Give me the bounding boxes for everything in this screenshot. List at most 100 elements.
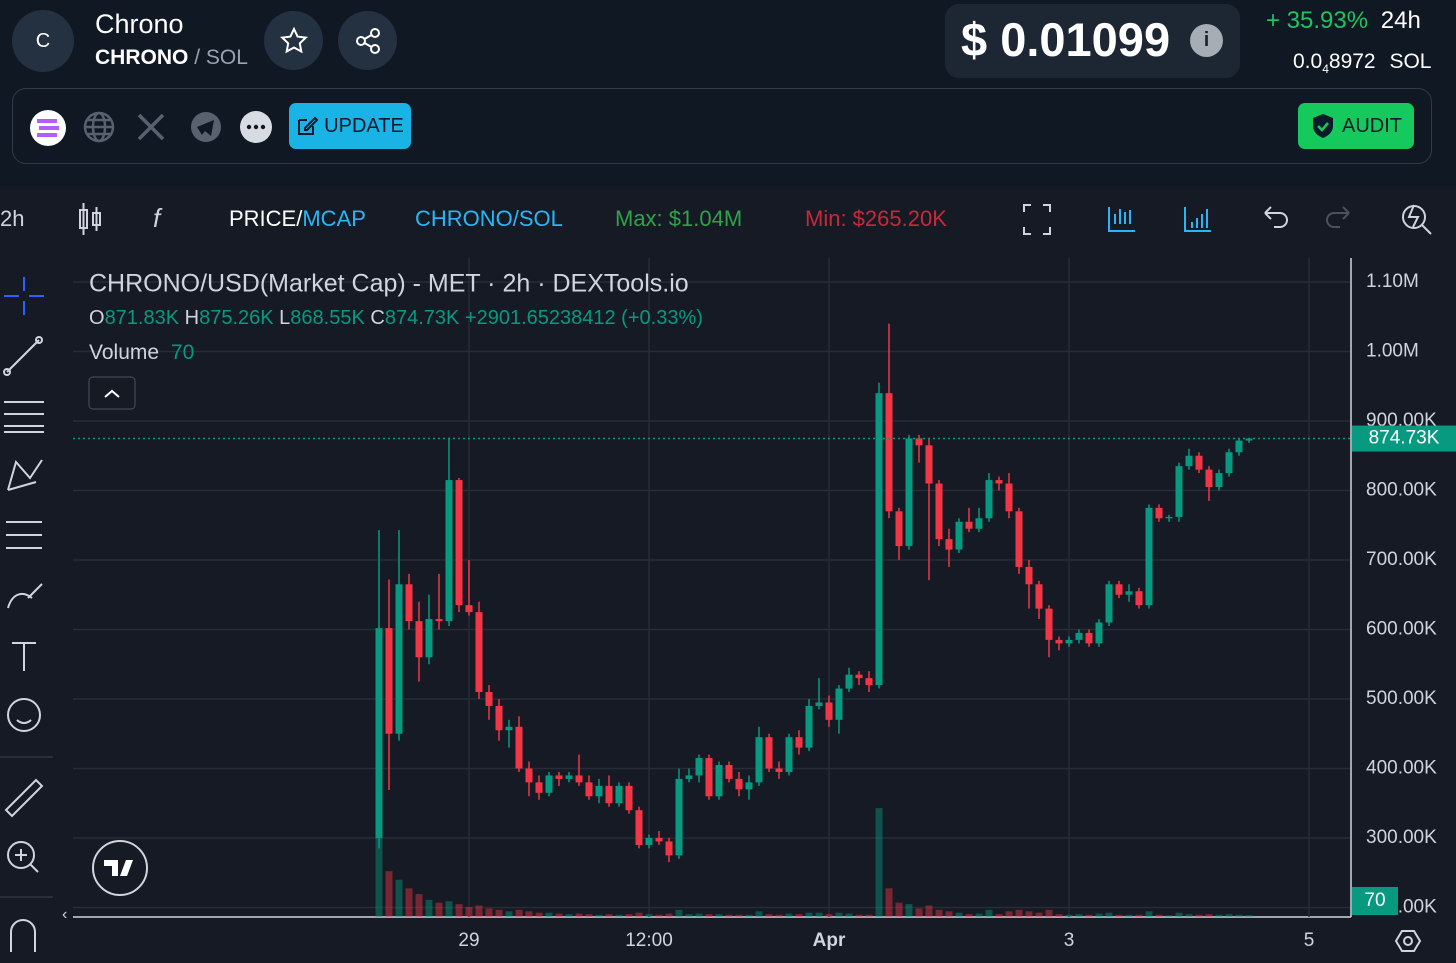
candle-body — [525, 768, 533, 783]
candle-body — [415, 621, 423, 658]
token-name: Chrono — [95, 9, 184, 39]
mcap-toggle[interactable]: MCAP — [302, 206, 366, 231]
settings-icon[interactable] — [1394, 930, 1422, 952]
candle-body — [905, 438, 913, 547]
fullscreen-icon[interactable] — [1023, 204, 1051, 235]
volume-bar — [525, 911, 533, 917]
candle-body — [635, 810, 643, 845]
pair-toggle[interactable]: CHRONO/SOL — [415, 206, 563, 231]
candle-body — [1005, 483, 1013, 512]
y-tick-label: 1.10M — [1366, 271, 1419, 292]
candle-body — [485, 692, 493, 706]
candle-body — [1125, 591, 1133, 595]
drawing-tools[interactable] — [3, 277, 44, 952]
volume-bar — [495, 909, 503, 917]
volume-bar — [1135, 914, 1143, 917]
candle-body — [545, 775, 553, 793]
indicators-icon[interactable]: f — [153, 203, 163, 233]
candle-body — [1095, 622, 1103, 644]
website-icon[interactable] — [81, 109, 117, 145]
volume-icon[interactable] — [1184, 207, 1211, 232]
candle-body — [425, 619, 433, 658]
volume-bar — [1185, 914, 1193, 917]
interval[interactable]: 2h — [0, 206, 24, 231]
volume-bar — [685, 914, 693, 917]
max-value: Max: $1.04M — [615, 206, 742, 231]
candle-body — [495, 705, 503, 731]
candle-body — [645, 837, 653, 845]
volume-bar — [615, 914, 623, 917]
volume-bar — [405, 888, 413, 917]
share-button[interactable] — [338, 11, 397, 70]
x-icon[interactable] — [135, 111, 167, 143]
candle-body — [1055, 639, 1063, 644]
undo-icon[interactable] — [1264, 206, 1288, 228]
candle-body — [915, 438, 923, 446]
telegram-icon[interactable] — [188, 109, 224, 145]
price-sol-digits: 8972 — [1328, 50, 1376, 73]
candle-body — [835, 688, 843, 720]
candle-body — [765, 737, 773, 769]
y-tick-label: 400.00K — [1366, 757, 1437, 778]
price-toggle[interactable]: PRICE/ — [229, 206, 303, 231]
chart-style-icon[interactable] — [1108, 207, 1135, 232]
volume-badge — [1352, 887, 1398, 915]
volume-bar — [395, 879, 403, 917]
volume-bar — [605, 914, 613, 917]
volume-bar — [545, 912, 553, 917]
audit-button[interactable]: AUDIT — [1298, 103, 1414, 149]
volume-bar — [1035, 912, 1043, 917]
volume-bar — [875, 808, 883, 917]
volume-bar — [775, 914, 783, 917]
candle-body — [1245, 438, 1253, 441]
edit-icon — [298, 116, 319, 135]
price-mcap-toggle[interactable]: PRICE/MCAP — [229, 206, 366, 231]
volume-bar — [485, 908, 493, 917]
collapse-legend[interactable] — [88, 376, 136, 410]
quick-search-icon[interactable] — [1402, 204, 1432, 235]
o-label: O — [89, 307, 105, 329]
candle-body — [1025, 566, 1033, 585]
candle-body — [595, 785, 603, 797]
volume-bar — [455, 904, 463, 917]
volume-bar — [625, 914, 633, 917]
candle-body — [565, 775, 573, 779]
candle-body — [925, 445, 933, 484]
x-tick-label: 12:00 — [625, 930, 673, 951]
candle-body — [995, 480, 1003, 484]
volume-bar — [515, 909, 523, 917]
candle-body — [1015, 511, 1023, 567]
candle-body — [1215, 473, 1223, 488]
ohlc-legend: O871.83K H875.26K L868.55K C874.73K +290… — [89, 307, 703, 329]
update-button[interactable]: UPDATE — [289, 103, 411, 149]
x-tick-label: Apr — [813, 930, 846, 951]
volume-bar — [1165, 915, 1173, 917]
volume-bar — [435, 902, 443, 917]
candle-body — [975, 518, 983, 529]
token-symbol: CHRONO — [95, 46, 189, 69]
candle-body — [895, 511, 903, 547]
favorite-button[interactable] — [264, 11, 323, 70]
tradingview-logo[interactable] — [92, 840, 148, 896]
volume-bar — [765, 914, 773, 917]
x-tick-label: 5 — [1304, 930, 1315, 951]
volume-bar — [845, 913, 853, 917]
price-info[interactable]: i — [1190, 24, 1223, 57]
last-price-badge — [1352, 425, 1456, 452]
candle-type-icon[interactable] — [79, 203, 101, 235]
candle-body — [935, 483, 943, 540]
quote-symbol: SOL — [205, 46, 248, 69]
volume-bar — [785, 913, 793, 917]
volume-bar — [1195, 914, 1203, 917]
o-value: 871.83K — [105, 307, 180, 329]
token-price: $ 0.01099 — [961, 13, 1171, 66]
candle-body — [1225, 452, 1233, 474]
volume-bar — [415, 894, 423, 917]
chart-background — [0, 186, 1456, 963]
candle-body — [585, 782, 593, 797]
collapse-sidebar[interactable]: ‹ — [62, 906, 67, 923]
more-icon[interactable] — [239, 110, 273, 144]
solana-icon[interactable] — [28, 108, 68, 148]
candle-body — [395, 584, 403, 734]
candle-body — [625, 785, 633, 811]
